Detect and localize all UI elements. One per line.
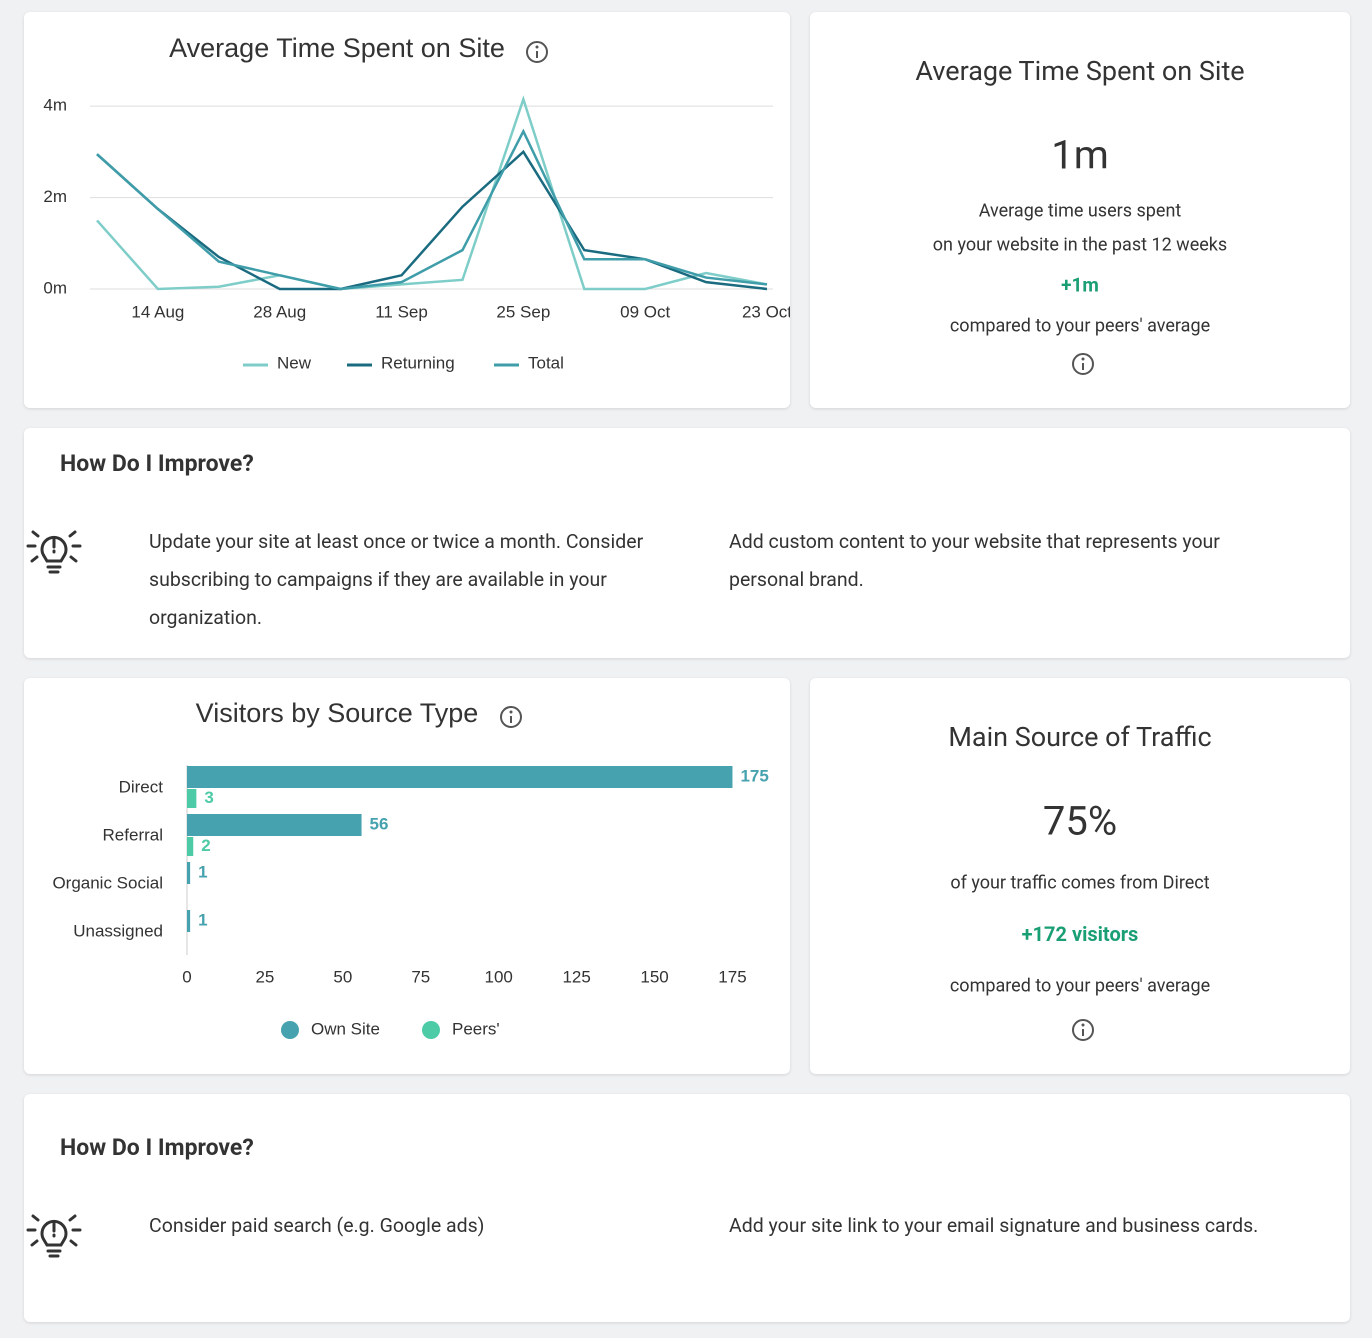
value-label: 175 xyxy=(740,766,768,785)
y-tick-label: 4m xyxy=(43,96,67,115)
bulb-icon xyxy=(26,1214,82,1258)
improve-card: How Do I Improve? Update your site at le… xyxy=(24,428,1350,658)
stat-card: Main Source of Traffic 75% of your traff… xyxy=(810,678,1350,1074)
legend-label: New xyxy=(277,353,312,372)
stat-text: Average time users spent xyxy=(978,200,1182,222)
x-tick-label: 125 xyxy=(562,967,590,986)
x-tick-label: 25 Sep xyxy=(496,302,550,321)
bar xyxy=(187,910,191,932)
category-label: Direct xyxy=(119,777,164,796)
improve-card: How Do I Improve? Consider paid search (… xyxy=(24,1094,1350,1322)
bar xyxy=(187,766,733,788)
stat-value: 75% xyxy=(1042,797,1118,845)
info-icon[interactable] xyxy=(810,678,1350,1074)
legend-swatch xyxy=(422,1021,440,1039)
x-tick-label: 09 Oct xyxy=(620,302,670,321)
stat-text: on your website in the past 12 weeks xyxy=(932,234,1228,256)
bar xyxy=(187,789,197,808)
legend-label: Peers' xyxy=(452,1019,500,1038)
x-tick-label: 150 xyxy=(640,967,668,986)
series-line xyxy=(96,149,768,291)
bar-card: Visitors by Source Type 0 25 50 75 100 125 150… xyxy=(24,678,790,1074)
bulb-icon xyxy=(26,530,82,574)
stat-title: Average Time Spent on Site xyxy=(915,55,1245,87)
stat-value: 1m xyxy=(1051,131,1109,179)
value-label: 56 xyxy=(370,814,389,833)
value-label: 2 xyxy=(201,836,210,855)
x-tick-label: 0 xyxy=(182,967,191,986)
value-label: 1 xyxy=(198,910,207,929)
series-line xyxy=(96,128,768,291)
bar xyxy=(187,837,194,856)
legend-swatch xyxy=(281,1021,299,1039)
stat-card: Average Time Spent on Site 1m Average ti… xyxy=(810,12,1350,408)
info-icon[interactable] xyxy=(526,41,548,63)
category-label: Unassigned xyxy=(73,921,163,940)
improve-title: How Do I Improve? xyxy=(60,1134,254,1161)
legend-label: Total xyxy=(528,353,564,372)
chart-title: Visitors by Source Type xyxy=(196,698,479,728)
improve-tip: Add custom content to your website that … xyxy=(729,530,1220,591)
y-tick-label: 0m xyxy=(43,278,67,297)
info-icon[interactable] xyxy=(810,12,1350,408)
x-tick-label: 175 xyxy=(718,967,746,986)
improve-title: How Do I Improve? xyxy=(60,450,254,477)
x-tick-label: 100 xyxy=(485,967,513,986)
improve-tip: Add your site link to your email signatu… xyxy=(729,1214,1259,1237)
y-tick-label: 2m xyxy=(43,187,67,206)
stat-note: compared to your peers' average xyxy=(949,315,1211,337)
series-line xyxy=(96,95,768,291)
info-icon[interactable] xyxy=(500,706,522,728)
value-label: 1 xyxy=(198,862,207,881)
stat-title: Main Source of Traffic xyxy=(948,721,1212,753)
stat-note: compared to your peers' average xyxy=(949,975,1211,997)
x-tick-label: 23 Oct xyxy=(742,302,790,321)
x-tick-label: 25 xyxy=(255,967,274,986)
category-label: Referral xyxy=(103,825,163,844)
x-tick-label: 28 Aug xyxy=(253,302,306,321)
improve-tip: Update your site at least once or twice … xyxy=(149,530,644,629)
line-card: Average Time Spent on Site 0m 2m 4m 14 Aug 2… xyxy=(24,12,790,408)
value-label: 3 xyxy=(204,788,213,807)
stat-delta: +1m xyxy=(1061,273,1099,297)
x-tick-label: 14 Aug xyxy=(131,302,184,321)
bar-chart: Visitors by Source Type 0 25 50 75 100 125 150… xyxy=(52,698,769,1039)
improve-tip: Consider paid search (e.g. Google ads) xyxy=(149,1214,485,1237)
stat-delta: +172 visitors xyxy=(1021,922,1139,946)
chart-title: Average Time Spent on Site xyxy=(169,33,505,63)
x-tick-label: 11 Sep xyxy=(375,302,428,321)
x-tick-label: 75 xyxy=(411,967,430,986)
legend-label: Returning xyxy=(381,353,455,372)
category-label: Organic Social xyxy=(52,873,163,892)
legend-label: Own Site xyxy=(311,1019,380,1038)
line-chart: Average Time Spent on Site 0m 2m 4m 14 Aug 2… xyxy=(43,33,790,372)
bar xyxy=(187,814,362,836)
stat-text: of your traffic comes from Direct xyxy=(950,872,1210,894)
x-tick-label: 50 xyxy=(333,967,352,986)
bar xyxy=(187,862,191,884)
